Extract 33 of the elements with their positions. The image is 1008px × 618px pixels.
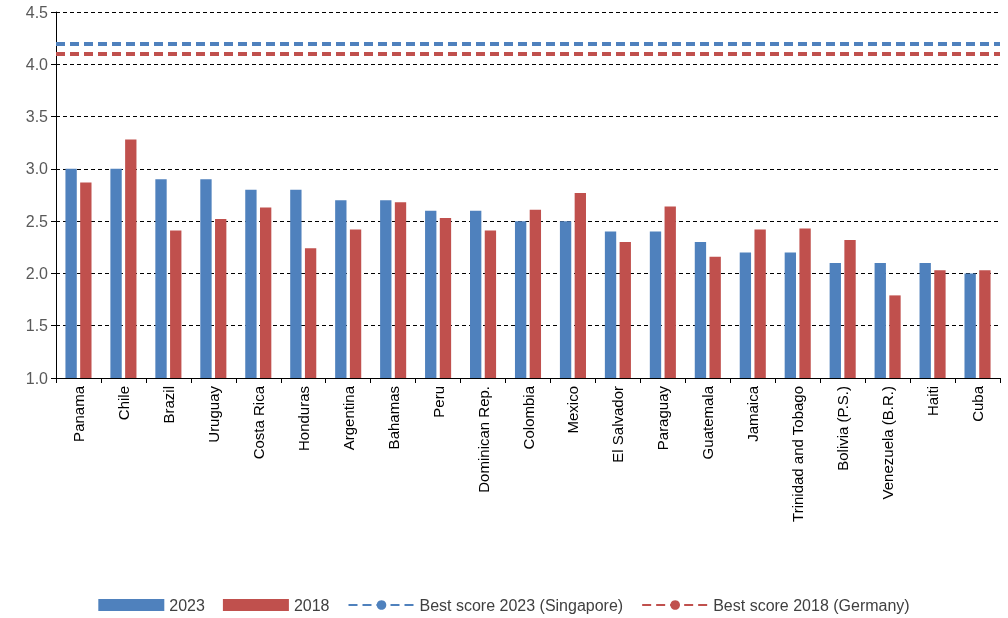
x-tick-label: Bahamas [384, 386, 402, 450]
y-tick-label: 4.5 [25, 3, 49, 21]
y-tick-label: 3.5 [25, 108, 49, 126]
legend-label: 2023 [169, 596, 205, 614]
x-tick-label: Paraguay [654, 385, 672, 451]
y-tick-label: 1.0 [25, 369, 49, 387]
y-tick-label: 1.5 [25, 317, 49, 335]
x-tick-label: Cuba [969, 385, 987, 422]
x-tick-label: Trinidad and Tobago [789, 386, 807, 522]
x-tick-label: Bolivia (P.S.) [834, 386, 852, 471]
x-tick-label: El Salvador [609, 386, 627, 463]
x-tick-label: Chile [114, 386, 132, 421]
legend-label: Best score 2018 (Germany) [713, 596, 910, 614]
x-tick-label: Honduras [294, 386, 312, 452]
legend-label: 2018 [293, 596, 330, 614]
x-tick-label: Guatemala [699, 385, 717, 460]
x-tick-label: Panama [69, 385, 87, 442]
x-tick-label: Jamaica [744, 385, 762, 442]
x-tick-label: Colombia [519, 385, 537, 450]
x-tick-label: Mexico [564, 386, 582, 434]
x-tick-label: Venezuela (B.R.) [879, 386, 897, 500]
x-tick-label: Dominican Rep. [474, 386, 492, 493]
x-tick-label: Brazil [159, 386, 177, 424]
x-tick-label: Costa Rica [249, 385, 267, 460]
y-tick-label: 2.5 [25, 212, 49, 230]
x-tick-label: Uruguay [204, 385, 222, 443]
legend-label: Best score 2023 (Singapore) [419, 596, 624, 614]
x-tick-label: Haiti [924, 386, 942, 417]
y-tick-label: 2.0 [25, 264, 49, 282]
x-tick-label: Peru [429, 386, 447, 418]
y-tick-label: 4.0 [25, 55, 49, 73]
x-tick-label: Argentina [339, 385, 357, 451]
y-tick-label: 3.0 [25, 160, 49, 178]
